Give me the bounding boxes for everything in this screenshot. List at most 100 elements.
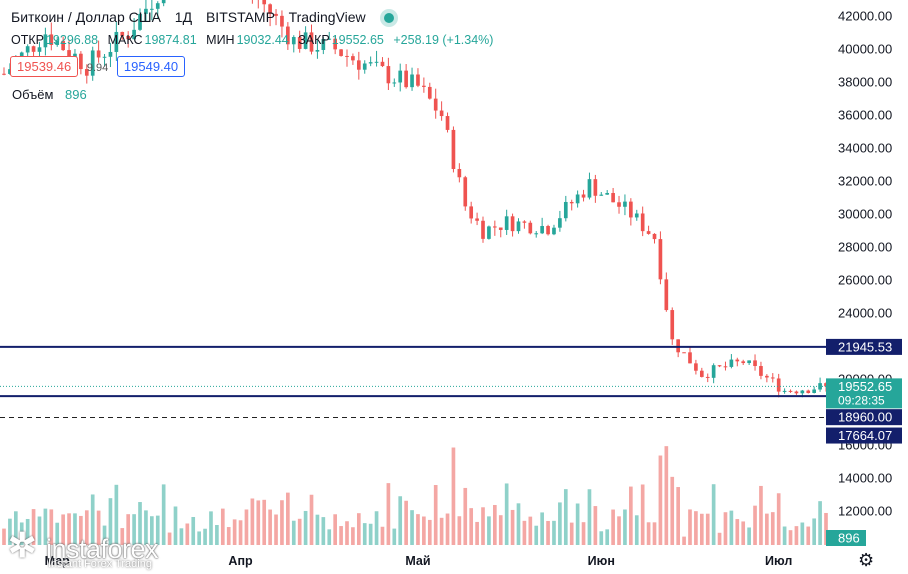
y-tick-label: 28000.00 (838, 240, 892, 255)
candle-body (682, 352, 686, 354)
candle (416, 68, 420, 88)
y-tick-label: 36000.00 (838, 108, 892, 123)
candle-body (770, 377, 775, 379)
symbol-title[interactable]: Биткоин / Доллар США (11, 9, 161, 25)
buy-button[interactable]: 19549.40 (116, 56, 186, 77)
volume-bar (132, 514, 136, 545)
candle (380, 57, 385, 68)
candle-body (741, 361, 746, 364)
upper-line-badge: 21945.53 (838, 339, 892, 354)
candle-body (634, 213, 639, 218)
candle-body (510, 216, 515, 232)
volume-bar (427, 519, 432, 545)
candle (552, 224, 556, 236)
volume-bar (244, 509, 249, 545)
candle-body (782, 390, 787, 392)
volume-bar (699, 513, 704, 545)
candle (652, 233, 657, 244)
candle (623, 194, 627, 216)
candle (522, 220, 527, 229)
volume-bar (368, 523, 373, 545)
volume-bar (646, 522, 651, 545)
candle (392, 78, 397, 87)
candle (688, 346, 692, 364)
candle-body (664, 279, 669, 311)
volume-badge: 896 (838, 531, 860, 546)
volume-bar (203, 528, 207, 545)
settings-gear-icon[interactable]: ⚙ (858, 550, 875, 570)
candle-body (155, 3, 160, 9)
candle-body (427, 86, 432, 99)
candle-body (268, 4, 272, 14)
watermark-brand: instaforex (46, 534, 159, 564)
candle-body (617, 202, 621, 207)
candle-body (735, 359, 740, 362)
volume-bar (268, 509, 272, 545)
candle (8, 63, 12, 75)
volume-bar (19, 522, 24, 545)
candle (351, 53, 355, 65)
volume-bar (315, 514, 320, 545)
candle (765, 374, 769, 383)
volume-bar (398, 496, 403, 545)
ohlc-legend: ОТКР 19296.88 МАКС 19874.81 МИН 19032.44 ЗА… (11, 33, 499, 47)
volume-bar (226, 527, 231, 545)
change-value: +258.19 (+1.34%) (393, 33, 494, 47)
candle (782, 388, 787, 394)
y-tick-label: 12000.00 (838, 504, 892, 519)
volume-bar (658, 455, 663, 545)
candle (605, 190, 610, 195)
candle-body (398, 70, 403, 83)
volume-bar (534, 525, 539, 545)
candle-body (759, 366, 763, 376)
volume-bar (2, 528, 6, 545)
candle-body (457, 168, 462, 178)
candle (670, 307, 675, 345)
candle-body (345, 55, 349, 57)
candle-body (463, 177, 468, 207)
volume-bar (575, 503, 580, 545)
volume-bar (439, 517, 444, 545)
candle (723, 361, 728, 371)
candle (599, 191, 604, 196)
candle (658, 231, 663, 285)
candle (776, 373, 781, 398)
candle (569, 199, 574, 211)
volume-bar (717, 532, 722, 545)
interval-label[interactable]: 1Д (174, 9, 193, 25)
candle (747, 360, 751, 365)
candle (339, 49, 343, 57)
candle-body (475, 218, 479, 221)
x-tick-label: Апр (228, 554, 253, 568)
candle (611, 187, 615, 203)
candle-body (37, 47, 42, 52)
candle-body (729, 359, 734, 367)
volume-bar (339, 526, 343, 545)
candle-body (516, 221, 521, 232)
candle-body (102, 56, 107, 58)
candle-body (84, 69, 89, 76)
candle-body (587, 179, 592, 198)
candle (327, 31, 332, 40)
candle (481, 216, 485, 243)
candle-body (818, 383, 822, 390)
sell-button[interactable]: 19539.46 (10, 56, 79, 77)
volume-bar (250, 498, 255, 545)
candle (510, 213, 515, 237)
candle-body (433, 98, 438, 111)
candle-body (25, 46, 30, 53)
candle-body (280, 15, 284, 27)
candle-body (416, 74, 420, 86)
candle (735, 357, 740, 367)
candle (475, 212, 479, 226)
candle-body (711, 365, 716, 378)
volume-bar (8, 518, 12, 545)
volume-bar (392, 528, 397, 545)
volume-bar (552, 520, 556, 545)
market-open-icon (383, 13, 394, 24)
candle (729, 354, 734, 369)
candle-body (410, 74, 414, 88)
close-value: 19552.65 (331, 33, 384, 47)
candle-body (629, 201, 633, 218)
